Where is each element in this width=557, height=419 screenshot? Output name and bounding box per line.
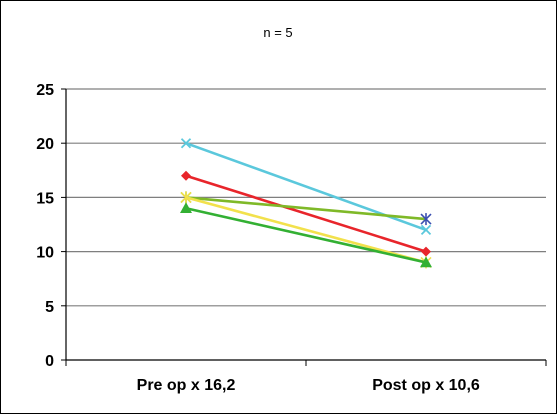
data-point — [421, 246, 431, 257]
x-category-label: Pre op x 16,2 — [137, 377, 236, 394]
series-5 — [180, 202, 432, 268]
data-point — [420, 224, 432, 236]
series-line — [185, 196, 427, 264]
y-tick-label: 25 — [36, 82, 54, 99]
gridlines — [66, 88, 546, 307]
data-point — [180, 202, 192, 214]
x-category-labels: Pre op x 16,2 Post op x 10,6 — [137, 377, 480, 394]
series-line — [185, 196, 427, 221]
y-tick-labels: 0 5 10 15 20 25 — [36, 82, 54, 370]
data-point — [420, 256, 432, 268]
data-point — [420, 213, 432, 226]
series-2 — [181, 170, 431, 257]
data-point — [180, 191, 192, 204]
y-tick-label: 5 — [45, 299, 54, 316]
data-point — [180, 138, 192, 149]
series-group — [180, 138, 432, 269]
y-tick-label: 0 — [45, 353, 54, 370]
series-line — [185, 174, 427, 253]
y-tick-label: 20 — [36, 136, 54, 153]
chart-title: n = 5 — [263, 25, 292, 40]
axes — [61, 88, 547, 366]
x-category-label: Post op x 10,6 — [372, 377, 480, 394]
series-line — [185, 206, 427, 264]
y-tick-label: 10 — [36, 245, 54, 262]
y-tick-label: 15 — [36, 190, 54, 207]
data-point — [181, 170, 191, 181]
